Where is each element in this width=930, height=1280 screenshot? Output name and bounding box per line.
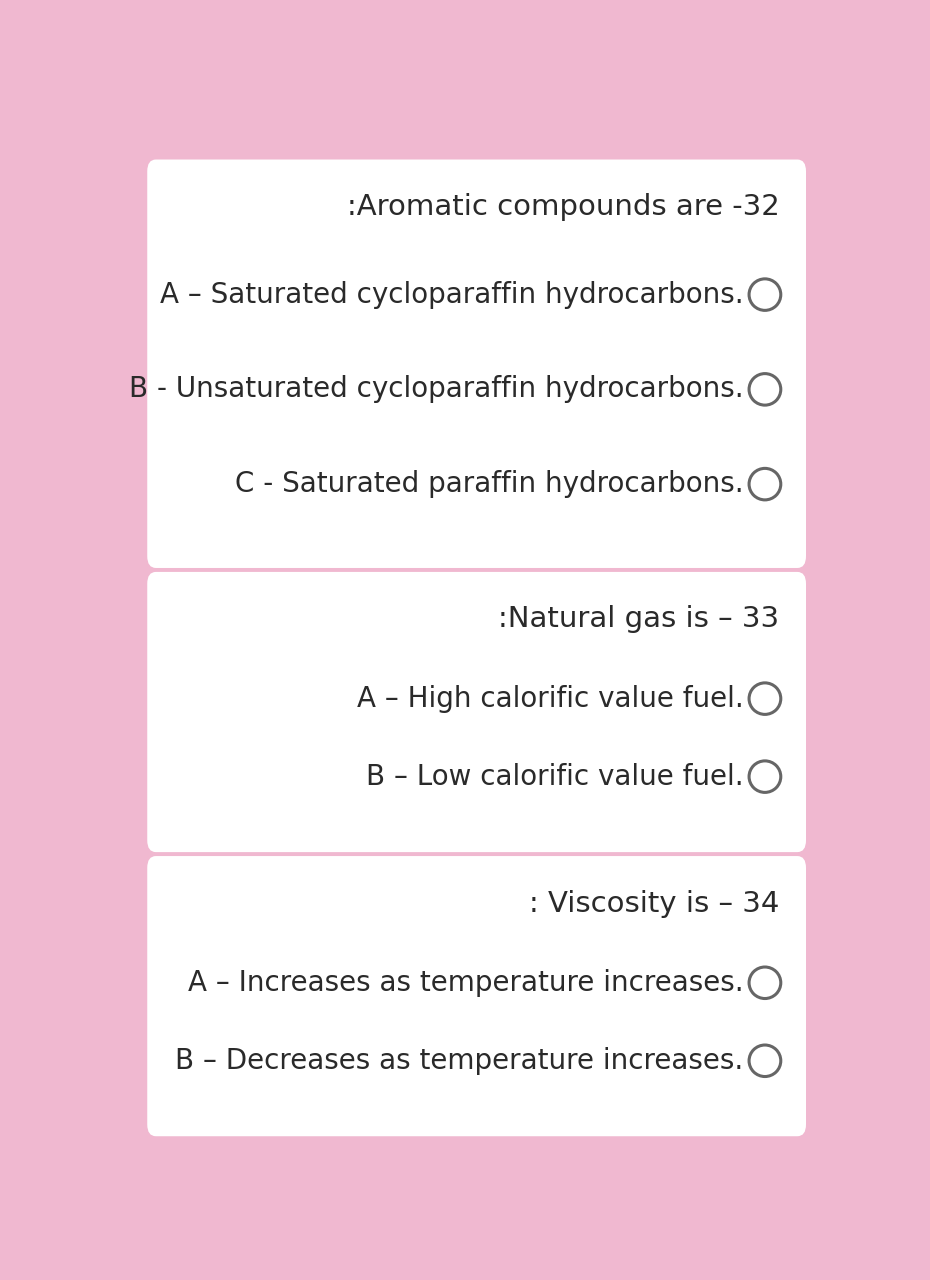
Ellipse shape bbox=[749, 1044, 781, 1076]
Ellipse shape bbox=[749, 966, 781, 998]
Ellipse shape bbox=[749, 374, 781, 406]
Text: :Aromatic compounds are -32: :Aromatic compounds are -32 bbox=[347, 193, 779, 221]
Ellipse shape bbox=[749, 684, 781, 714]
Text: A – Saturated cycloparaffin hydrocarbons.: A – Saturated cycloparaffin hydrocarbons… bbox=[160, 280, 743, 308]
Ellipse shape bbox=[749, 468, 781, 500]
FancyBboxPatch shape bbox=[147, 160, 806, 568]
Text: A – Increases as temperature increases.: A – Increases as temperature increases. bbox=[188, 969, 743, 997]
Text: C - Saturated paraffin hydrocarbons.: C - Saturated paraffin hydrocarbons. bbox=[234, 470, 743, 498]
Text: A – High calorific value fuel.: A – High calorific value fuel. bbox=[356, 685, 743, 713]
Ellipse shape bbox=[749, 760, 781, 792]
FancyBboxPatch shape bbox=[147, 572, 806, 852]
Text: B – Low calorific value fuel.: B – Low calorific value fuel. bbox=[365, 763, 743, 791]
Text: B - Unsaturated cycloparaffin hydrocarbons.: B - Unsaturated cycloparaffin hydrocarbo… bbox=[128, 375, 743, 403]
Text: : Viscosity is – 34: : Viscosity is – 34 bbox=[529, 890, 779, 918]
Text: :Natural gas is – 33: :Natural gas is – 33 bbox=[498, 605, 779, 634]
Text: B – Decreases as temperature increases.: B – Decreases as temperature increases. bbox=[175, 1047, 743, 1075]
FancyBboxPatch shape bbox=[147, 856, 806, 1137]
Ellipse shape bbox=[749, 279, 781, 310]
